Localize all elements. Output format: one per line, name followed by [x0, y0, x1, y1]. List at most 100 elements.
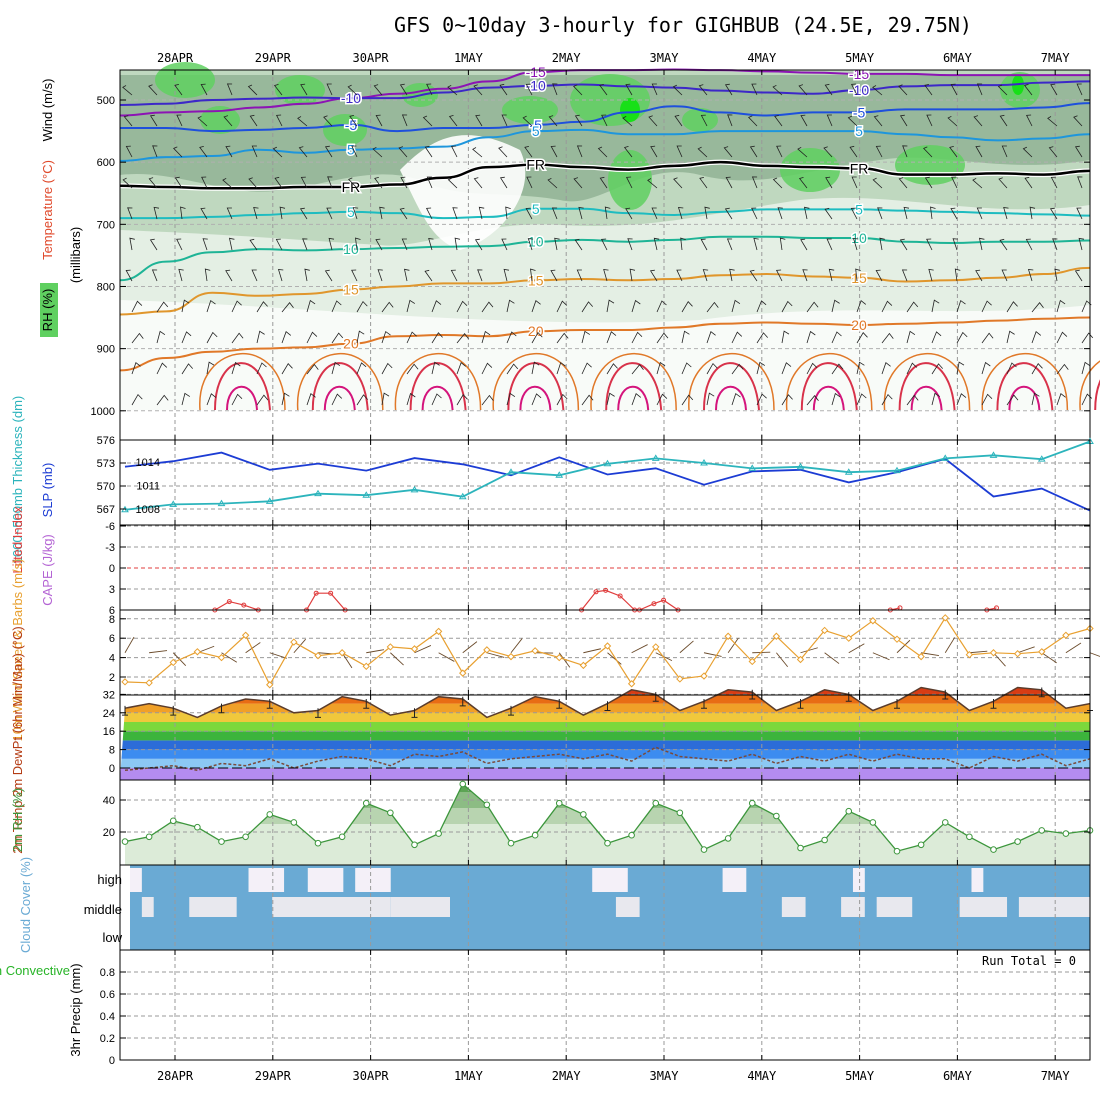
wind-barb [226, 207, 233, 220]
wind-speed-point-26 [748, 657, 756, 666]
wind-barb [456, 394, 468, 406]
p5-ytick-2: 16 [103, 726, 115, 738]
p3-ytick-4: 6 [109, 605, 115, 617]
wind-barb [375, 238, 383, 251]
wind-barb [1006, 362, 1017, 375]
top-date-3: 1MAY [454, 51, 484, 65]
wind-speed-point-4 [217, 653, 226, 662]
wind-barb [606, 299, 615, 313]
wind-barb [525, 207, 533, 220]
wind-barb [975, 145, 983, 158]
wind-barb [472, 147, 483, 158]
wind-barb [856, 332, 868, 344]
p2-righttick-1: 1011 [136, 481, 160, 493]
mild-contour-0 [199, 353, 286, 411]
wind-barb [428, 238, 434, 251]
wind-barb [226, 83, 233, 96]
wind-barb [498, 146, 508, 158]
wind-barb [524, 146, 533, 158]
wind-barb-10m [390, 652, 404, 666]
wind-barb [525, 83, 533, 96]
p2-lefttick-0: 576 [97, 435, 115, 447]
wind-barb [406, 331, 417, 344]
wind-barb [1054, 268, 1060, 282]
wind-barb [1006, 301, 1018, 313]
wind-barb [1006, 330, 1015, 344]
wind-speed-point-20 [603, 642, 612, 650]
wind-barb [931, 363, 943, 375]
wind-barb [706, 362, 718, 375]
wind-barb [826, 114, 833, 127]
wind-barb [581, 362, 592, 375]
wind-barb-10m [414, 645, 432, 654]
wind-barb [828, 268, 835, 282]
label-rh2m: 2m RH (%) [10, 788, 25, 852]
mild-contour-1 [297, 353, 384, 411]
rh2m-point-19 [580, 811, 587, 818]
wind-barb [302, 238, 308, 251]
temp-errorbar-10 [363, 699, 370, 709]
rh2m-point-2 [169, 817, 177, 825]
wind-barb [731, 299, 741, 313]
wind-barb [623, 146, 633, 158]
wind-barb [197, 115, 208, 127]
wind-barb [631, 364, 644, 375]
wind-barb [999, 114, 1008, 127]
label-rh: RH (%) [40, 289, 55, 332]
temp-band-3 [120, 740, 1090, 750]
wind-barb [129, 237, 135, 251]
wind-barb [599, 84, 608, 96]
wind-barb [981, 361, 991, 375]
label-precip: 3hr Precip (mm) [68, 963, 83, 1056]
wind-barb [856, 300, 867, 313]
wind-barb [273, 84, 283, 96]
warm-contour-1 [311, 362, 369, 411]
temp-errorbar-4 [218, 703, 225, 714]
wind-barb [681, 362, 692, 375]
wind-barb [924, 84, 933, 96]
wind-speed-point-6 [266, 681, 274, 689]
lifted-point [603, 587, 609, 593]
wind-barb [926, 114, 933, 127]
wind-barb [556, 300, 568, 313]
thickness-point-6 [410, 485, 419, 493]
wind-barb [381, 301, 394, 313]
wind-barb [206, 299, 216, 313]
cloud-gap-middle-4 [615, 897, 640, 917]
rh2m-point-24 [700, 846, 708, 853]
lifted-point [617, 593, 623, 599]
rh2m-point-17 [531, 831, 539, 839]
temp-band-6 [120, 712, 1090, 722]
wind-barb [356, 330, 365, 344]
wind-barb [1001, 269, 1008, 282]
wind-barb [148, 177, 158, 189]
rh2m-point-25 [724, 835, 732, 842]
isotherm-label-3-1: 5 [532, 123, 540, 139]
thickness-point-13 [748, 464, 757, 471]
wind-barb [899, 114, 908, 127]
wind-barb [281, 363, 293, 375]
wind-barb [724, 207, 733, 220]
wind-barb [501, 114, 508, 127]
wind-barb [681, 301, 693, 313]
wind-barb [200, 207, 208, 220]
temp-errorbar-22 [652, 692, 659, 702]
wind-barb [852, 238, 859, 251]
wind-barb [377, 269, 383, 282]
rh-green-blob-1 [200, 106, 240, 134]
p5-ytick-4: 0 [109, 763, 115, 775]
wind-barb [222, 177, 233, 189]
wind-barb-10m [993, 652, 1006, 667]
wind-barb [1031, 331, 1042, 344]
wind-barb [327, 176, 333, 189]
wind-speed-point-16 [507, 652, 515, 661]
thickness-point-16 [893, 466, 901, 474]
wind-barb [131, 300, 143, 313]
wind-barb [825, 176, 833, 189]
temp-errorbar-14 [459, 696, 466, 707]
wind-barb [551, 207, 558, 220]
wind-barb [1081, 361, 1091, 375]
temp-errorbar-32 [894, 699, 900, 709]
wind-barb [447, 177, 458, 189]
rh2m-point-38 [1038, 827, 1046, 834]
